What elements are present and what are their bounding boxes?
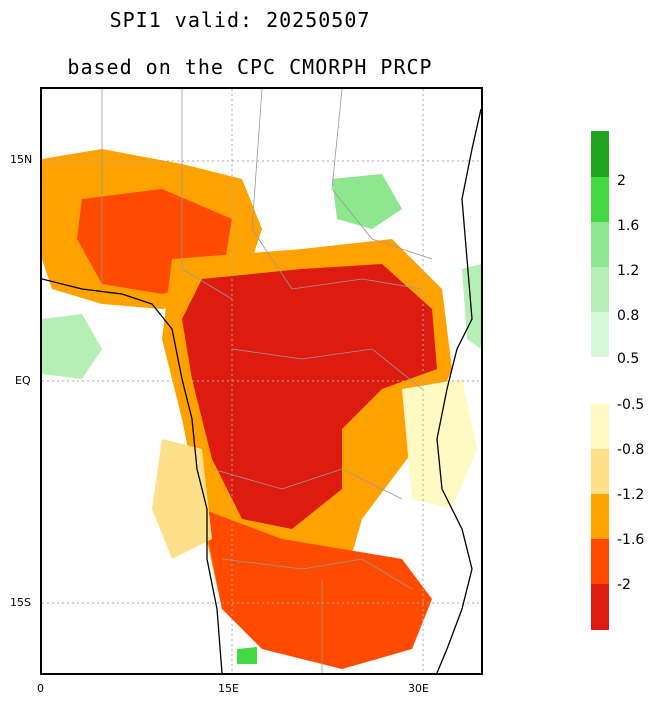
legend-swatch <box>591 404 609 449</box>
border-line <box>231 348 423 390</box>
legend-swatch <box>591 267 609 312</box>
legend-label: -0.5 <box>617 397 645 413</box>
border-line <box>331 89 433 260</box>
legend-label: 2 <box>617 173 626 189</box>
legend-swatch <box>591 584 609 630</box>
legend-label: -2 <box>617 577 631 593</box>
legend-swatch <box>591 494 609 539</box>
border-line <box>211 468 403 500</box>
legend-label: -1.6 <box>617 532 645 548</box>
legend-label: 1.6 <box>617 218 640 234</box>
legend-label: 1.2 <box>617 263 640 279</box>
dry-anomaly-layer <box>42 149 477 669</box>
coastline <box>42 108 481 673</box>
wet-region-sahel-east <box>332 174 402 229</box>
legend-swatch <box>591 222 609 267</box>
map-subtitle: based on the CPC CMORPH PRCP <box>67 55 433 79</box>
graticule <box>42 89 481 673</box>
legend-dry <box>591 404 609 630</box>
border-line <box>181 89 233 300</box>
legend-label: -0.8 <box>617 442 645 458</box>
legend-swatch <box>591 131 609 177</box>
dry-region-east-light <box>402 379 477 509</box>
spi-map <box>42 89 481 673</box>
legend-label: -1.2 <box>617 487 645 503</box>
lon-label-0: 0 <box>37 682 44 695</box>
legend-swatch <box>591 539 609 584</box>
lat-label-eq: EQ <box>15 374 31 387</box>
map-panel <box>40 87 483 675</box>
legend-swatch <box>591 312 609 357</box>
lon-label-30e: 30E <box>408 682 429 695</box>
lon-label-15e: 15E <box>218 682 239 695</box>
dry-region-south <box>202 509 432 669</box>
legend-label: 0.5 <box>617 351 640 367</box>
legend-wet <box>591 131 609 357</box>
lat-label-15n: 15N <box>10 153 33 166</box>
border-line <box>251 89 423 290</box>
lat-label-15s: 15S <box>10 596 31 609</box>
legend-swatch <box>591 449 609 494</box>
legend-label: 0.8 <box>617 308 640 324</box>
border-line <box>221 558 413 590</box>
wet-region-south-patch <box>237 647 257 664</box>
wet-region-gulf <box>42 314 102 379</box>
map-title: SPI1 valid: 20250507 <box>109 8 371 32</box>
dry-region-central-core <box>182 264 437 529</box>
country-borders <box>101 89 433 673</box>
legend-swatch <box>591 177 609 222</box>
